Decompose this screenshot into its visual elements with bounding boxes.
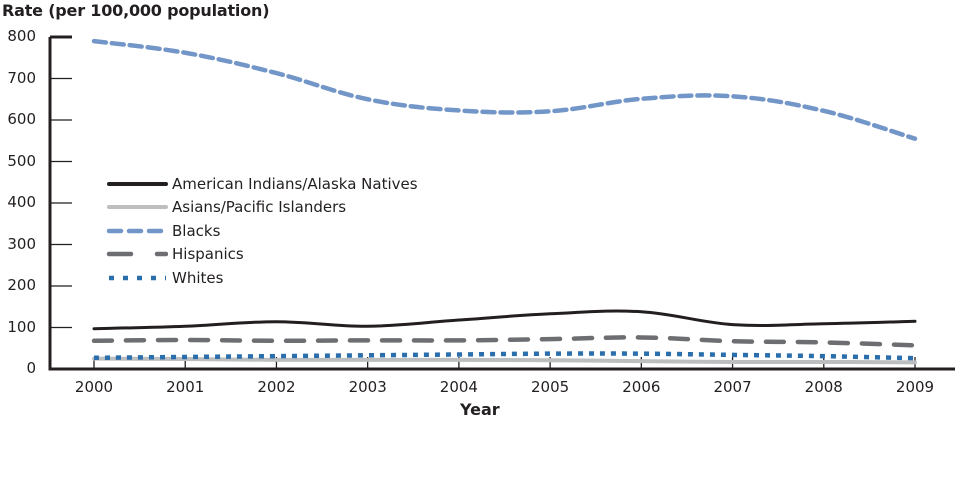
x-tick-label: 2002 [257, 378, 296, 396]
y-tick-label: 0 [26, 359, 36, 377]
legend-item: Hispanics [106, 243, 418, 267]
x-tick-label: 2005 [531, 378, 570, 396]
series-line-asians-pacific-islanders [92, 356, 917, 365]
x-axis-title: Year [460, 400, 500, 419]
legend-item: American Indians/Alaska Natives [106, 172, 418, 196]
y-tick-label: 500 [7, 151, 36, 170]
legend-label: American Indians/Alaska Natives [172, 174, 418, 193]
y-tick-label: 800 [7, 27, 36, 45]
legend-item: Blacks [106, 219, 418, 243]
x-tick-label: 2000 [74, 378, 114, 396]
y-tick-label: 600 [7, 110, 36, 128]
x-tick-label: 2003 [348, 378, 387, 396]
x-tick-label: 2007 [713, 378, 752, 396]
legend-swatch-icon [106, 228, 168, 233]
series-lines [91, 38, 918, 365]
series-line-blacks [91, 38, 918, 141]
y-tick-label: 200 [7, 276, 36, 294]
legend-item: Asians/Pacific Islanders [106, 196, 418, 220]
series-line-hispanics [91, 335, 918, 348]
legend-swatch-icon [107, 181, 168, 186]
y-tick-label: 100 [7, 317, 36, 336]
y-tick-label: 400 [7, 193, 36, 211]
x-tick-label: 2004 [439, 378, 478, 396]
legend-label: Whites [172, 268, 224, 287]
legend-label: Hispanics [172, 245, 244, 264]
x-tick-label: 2006 [622, 378, 661, 396]
y-axis-title: Rate (per 100,000 population) [2, 1, 270, 20]
legend-item: Whites [106, 266, 418, 290]
y-tick-label: 300 [7, 234, 36, 253]
x-tick-label: 2009 [895, 378, 935, 396]
legend-label: Blacks [172, 221, 221, 240]
series-line-american-indians-alaska-natives [92, 309, 917, 331]
legend: American Indians/Alaska Natives Asians/Pa… [106, 172, 418, 290]
legend-label: Asians/Pacific Islanders [172, 198, 347, 217]
x-tick-label: 2008 [804, 378, 843, 396]
legend-swatch-icon [109, 275, 166, 280]
x-tick-label: 2001 [166, 378, 205, 396]
series-line-whites [93, 351, 916, 361]
legend-swatch-icon [107, 205, 168, 210]
legend-swatch-icon [106, 252, 168, 257]
y-tick-label: 700 [7, 68, 36, 87]
